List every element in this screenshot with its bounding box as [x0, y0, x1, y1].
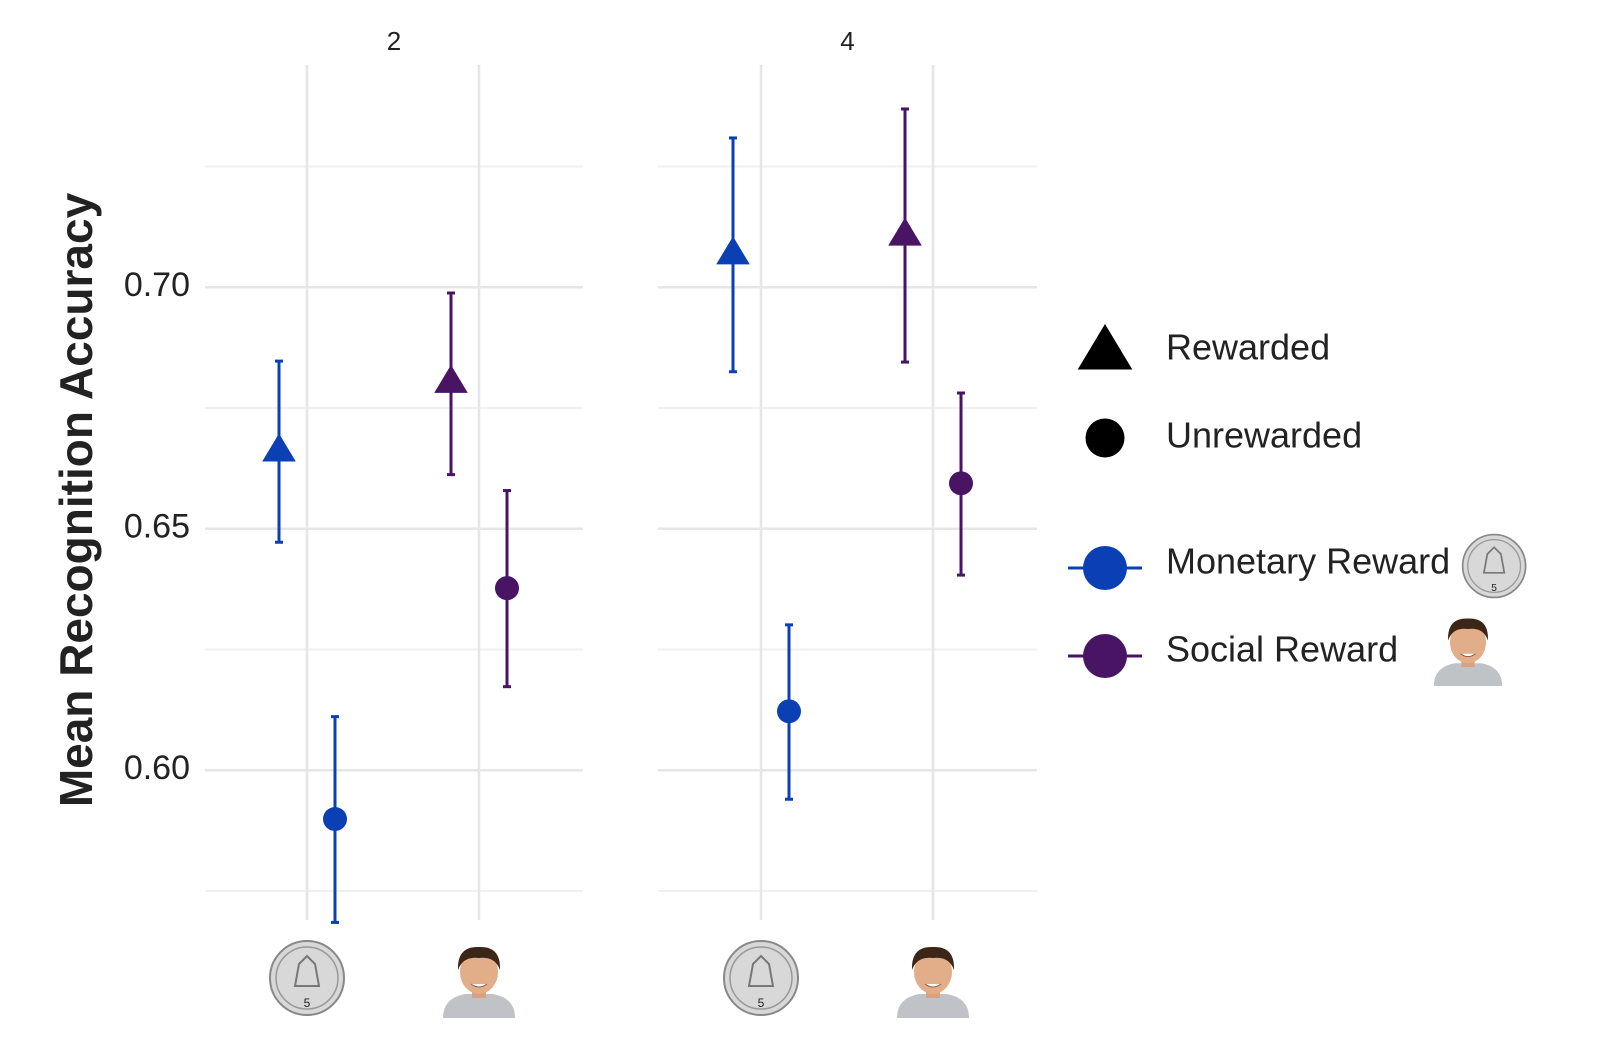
x-category-icon — [270, 941, 344, 1015]
facet-title: 4 — [840, 26, 854, 56]
point-circle — [495, 576, 519, 600]
x-category-icon — [724, 941, 798, 1015]
point-triangle — [716, 236, 750, 264]
y-tick-label: 0.60 — [124, 749, 190, 787]
legend-label: Rewarded — [1166, 327, 1330, 368]
legend-circle — [1083, 634, 1127, 678]
legend-label: Monetary Reward — [1166, 541, 1450, 582]
legend-icon — [1434, 619, 1502, 686]
chart: 5 Mean Recognition Accuracy 240.600.650.… — [0, 0, 1605, 1037]
y-axis-title: Mean Recognition Accuracy — [50, 192, 102, 807]
facet-title: 2 — [387, 26, 401, 56]
legend-shape — [1086, 419, 1125, 458]
y-tick-label: 0.65 — [124, 508, 190, 546]
legend-circle — [1083, 546, 1127, 590]
point-circle — [323, 807, 347, 831]
point-triangle — [434, 365, 468, 393]
point-triangle — [888, 218, 922, 246]
page: 5 Mean Recognition Accuracy 240.600.650.… — [0, 0, 1605, 1037]
legend-label: Unrewarded — [1166, 415, 1362, 456]
y-tick-label: 0.70 — [124, 266, 190, 304]
legend-shape — [1078, 324, 1133, 370]
x-category-icon — [443, 947, 515, 1018]
point-circle — [777, 699, 801, 723]
point-circle — [949, 471, 973, 495]
legend-icon — [1463, 535, 1526, 598]
x-category-icon — [897, 947, 969, 1018]
legend-label: Social Reward — [1166, 629, 1398, 670]
point-triangle — [262, 434, 296, 462]
